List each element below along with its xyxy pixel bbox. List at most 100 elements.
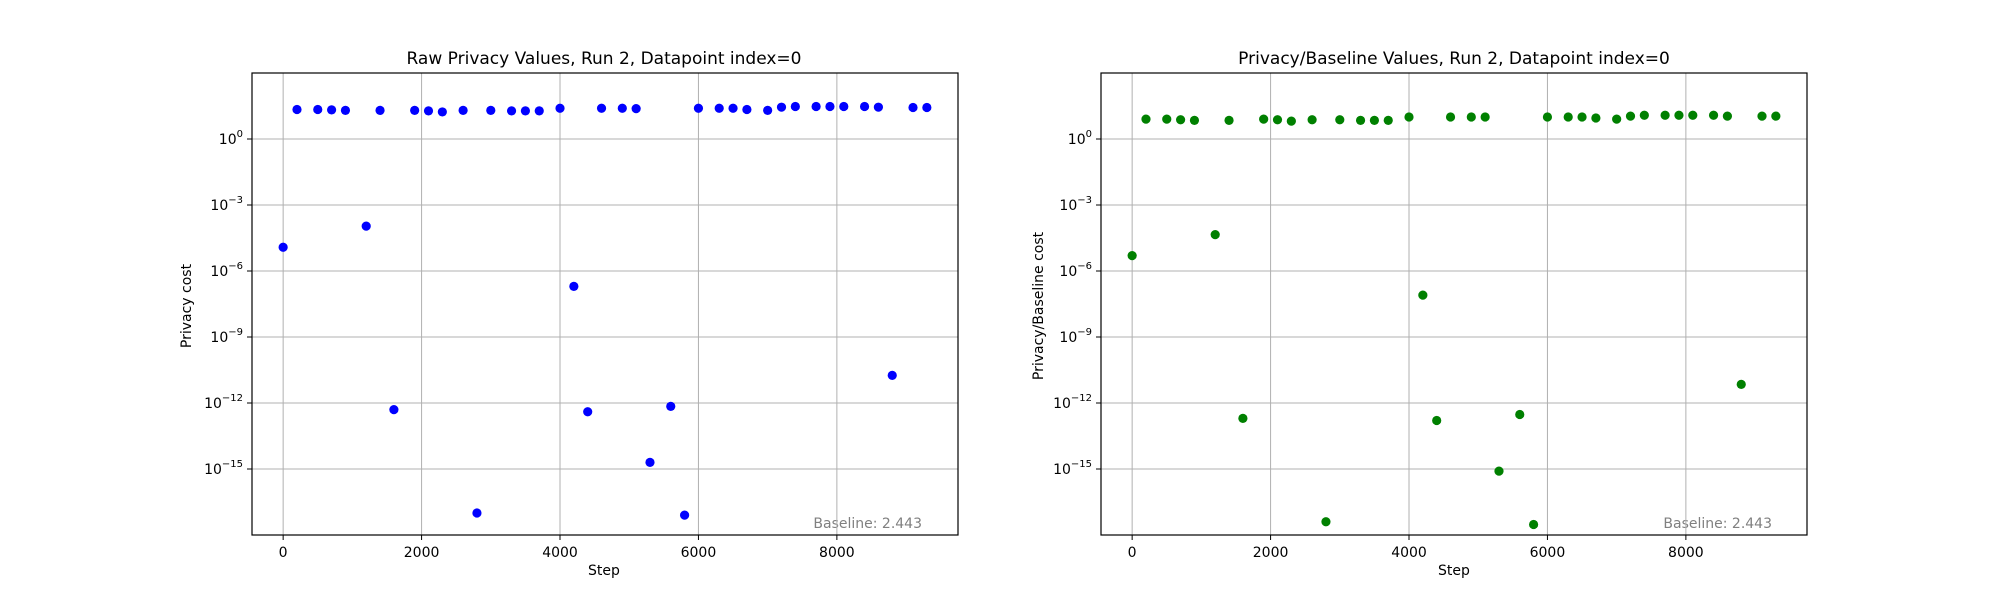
data-point xyxy=(1542,112,1553,122)
x-axis-ticks: 0 2000 4000 6000 8000 xyxy=(279,535,855,561)
data-point xyxy=(520,106,531,116)
data-point xyxy=(679,510,690,520)
data-point xyxy=(1736,379,1746,390)
baseline-annotation: Baseline: 2.443 xyxy=(1663,516,1772,532)
x-tick-label: 4000 xyxy=(1391,545,1427,561)
data-point xyxy=(1528,519,1539,530)
data-point xyxy=(922,102,932,113)
data-point xyxy=(1688,110,1698,120)
data-points xyxy=(278,101,932,520)
data-point xyxy=(776,102,787,112)
data-point xyxy=(472,508,482,518)
data-point xyxy=(908,102,918,113)
data-point xyxy=(1432,415,1442,426)
data-point xyxy=(1355,115,1366,126)
y-tick-label: 10−12 xyxy=(204,393,243,412)
data-point xyxy=(763,105,773,115)
data-point xyxy=(506,106,517,116)
data-point xyxy=(410,105,420,115)
x-tick-label: 4000 xyxy=(542,545,578,561)
data-point xyxy=(569,281,579,291)
grid-lines xyxy=(252,73,958,535)
data-point xyxy=(839,101,849,112)
data-point xyxy=(1674,110,1684,120)
data-point xyxy=(1639,110,1649,120)
data-point xyxy=(1494,466,1504,476)
y-axis-label: Privacy cost xyxy=(179,263,195,348)
data-point xyxy=(1591,113,1601,123)
data-point xyxy=(1321,517,1331,527)
data-point xyxy=(1660,110,1670,120)
data-point xyxy=(375,105,385,115)
data-point xyxy=(1383,115,1393,126)
plot-title: Raw Privacy Values, Run 2, Datapoint ind… xyxy=(406,49,801,69)
data-point xyxy=(645,457,655,467)
data-point xyxy=(326,105,337,115)
data-point xyxy=(1466,112,1476,122)
data-point xyxy=(1238,413,1248,423)
y-axis-ticks: 10−15 10−12 10−9 10−6 10−3 100 xyxy=(1053,129,1101,478)
data-point xyxy=(790,101,800,112)
x-tick-label: 2000 xyxy=(404,545,440,561)
data-point xyxy=(437,107,447,117)
data-point xyxy=(811,101,821,112)
data-point xyxy=(1404,112,1414,122)
data-point xyxy=(1286,116,1296,126)
data-point xyxy=(859,101,870,112)
data-point xyxy=(1189,115,1200,126)
data-point xyxy=(1515,409,1525,420)
data-point xyxy=(1175,115,1186,125)
data-point xyxy=(1162,114,1172,124)
data-point xyxy=(313,104,323,115)
grid-lines xyxy=(1101,73,1807,535)
data-point xyxy=(742,104,752,115)
plot-frame xyxy=(1100,72,1808,536)
x-tick-label: 8000 xyxy=(1668,545,1704,561)
data-point xyxy=(1335,115,1345,125)
y-tick-label: 100 xyxy=(219,129,243,148)
y-tick-label: 10−3 xyxy=(1059,195,1092,214)
data-point xyxy=(693,103,704,113)
x-tick-label: 0 xyxy=(1128,545,1137,561)
baseline-annotation: Baseline: 2.443 xyxy=(813,516,922,532)
y-tick-label: 100 xyxy=(1068,129,1092,148)
data-point xyxy=(486,105,496,115)
y-tick-label: 10−12 xyxy=(1053,393,1092,412)
data-point xyxy=(887,370,897,380)
data-point xyxy=(596,103,607,113)
data-point xyxy=(1127,251,1137,261)
data-point xyxy=(666,401,676,412)
x-tick-label: 2000 xyxy=(1253,545,1289,561)
data-point xyxy=(825,101,835,112)
data-point xyxy=(1563,112,1573,122)
data-point xyxy=(1612,114,1622,124)
data-point xyxy=(873,102,884,112)
data-points xyxy=(1127,110,1781,530)
data-point xyxy=(1259,114,1269,124)
data-point xyxy=(1625,111,1636,121)
y-tick-label: 10−6 xyxy=(1059,261,1092,280)
x-tick-label: 8000 xyxy=(819,545,855,561)
y-axis-ticks: 10−15 10−12 10−9 10−6 10−3 100 xyxy=(204,129,252,478)
y-tick-label: 10−9 xyxy=(1059,327,1092,346)
data-point xyxy=(1272,115,1283,125)
data-point xyxy=(1771,111,1781,121)
data-point xyxy=(361,221,371,231)
data-point xyxy=(340,105,351,115)
x-axis-label: Step xyxy=(588,563,620,579)
data-point xyxy=(631,104,641,114)
data-point xyxy=(1369,115,1380,126)
y-axis-label: Privacy/Baseline cost xyxy=(1031,231,1047,380)
y-tick-label: 10−9 xyxy=(210,327,243,346)
data-point xyxy=(728,103,738,113)
data-point xyxy=(1722,111,1733,121)
data-point xyxy=(1418,290,1428,300)
data-point xyxy=(1708,110,1719,120)
data-point xyxy=(1445,112,1456,122)
data-point xyxy=(1224,115,1234,126)
plot-frame xyxy=(251,72,959,536)
left-panel: Raw Privacy Values, Run 2, Datapoint ind… xyxy=(179,49,959,579)
y-tick-label: 10−15 xyxy=(1053,459,1092,478)
x-tick-label: 6000 xyxy=(681,545,717,561)
